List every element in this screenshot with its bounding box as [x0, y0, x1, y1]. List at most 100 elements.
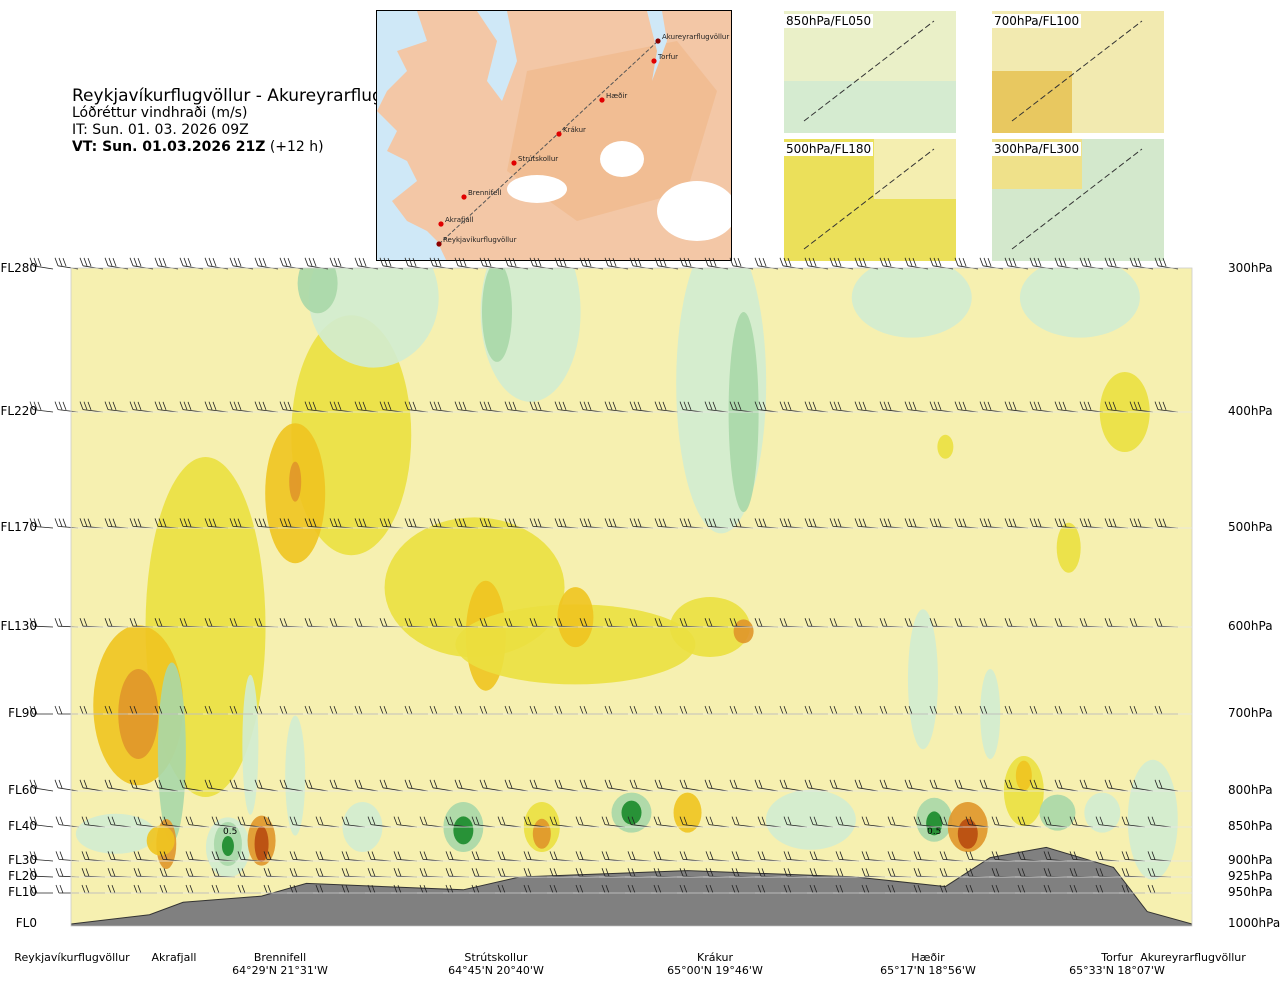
wind-barb — [479, 779, 504, 792]
wind-barb — [729, 779, 754, 792]
vertical-wind-cell — [453, 816, 474, 845]
wind-barb — [1079, 257, 1104, 270]
pressure-level-label: 800hPa — [1228, 783, 1273, 797]
land-highlands — [507, 41, 717, 221]
wind-barb — [254, 257, 279, 270]
pressure-level-label: 500hPa — [1228, 520, 1273, 534]
wind-barb — [529, 257, 554, 270]
wind-barb — [229, 779, 254, 792]
wind-barb — [404, 257, 429, 270]
wind-barb — [379, 779, 404, 792]
wind-barb — [104, 257, 129, 270]
waypoint-marker — [556, 131, 562, 137]
inset-label: 500hPa/FL180 — [784, 142, 874, 156]
vertical-wind-cell — [851, 268, 972, 338]
flight-level-label: FL30 — [8, 853, 37, 867]
location-label: Brennifell 64°29'N 21°31'W — [232, 951, 328, 977]
wind-barb — [604, 257, 629, 270]
vertical-wind-cell — [157, 662, 186, 843]
wind-barb — [429, 779, 454, 792]
route-map: Reykjavíkurflugvöllur Akrafjall Brennifell… — [376, 10, 732, 261]
vertical-wind-cell — [75, 813, 156, 854]
waypoint-marker — [438, 221, 444, 227]
vertical-wind-cell — [297, 268, 338, 314]
wind-barb — [1004, 257, 1029, 270]
wind-barb — [854, 257, 879, 270]
pressure-level-label: 600hPa — [1228, 619, 1273, 633]
flight-level-label: FL20 — [8, 869, 37, 883]
wind-barb — [279, 779, 304, 792]
pressure-level-label: 300hPa — [1228, 261, 1273, 275]
vertical-wind-cell — [621, 800, 642, 825]
wind-barb — [879, 779, 904, 792]
wind-barb — [629, 257, 654, 270]
wind-barb — [504, 401, 529, 413]
vertical-wind-cell — [557, 587, 594, 648]
wind-barb — [79, 779, 104, 792]
wind-barb — [454, 779, 479, 792]
vertical-wind-cell — [937, 434, 954, 459]
vertical-wind-cell — [146, 825, 175, 856]
wind-barb — [404, 779, 429, 792]
wind-barb — [554, 779, 579, 792]
fjord — [477, 11, 517, 101]
waypoint-marker — [655, 38, 661, 44]
wind-barb — [29, 868, 54, 878]
wind-barb — [554, 257, 579, 270]
wind-barb — [929, 779, 954, 792]
location-label: Reykjavíkurflugvöllur — [14, 951, 130, 964]
wind-barb — [1129, 779, 1154, 792]
waypoint-label: Krákur — [563, 126, 586, 134]
inset-label: 850hPa/FL050 — [784, 14, 874, 28]
wind-barb — [179, 257, 204, 270]
wind-barb — [729, 257, 754, 270]
wind-barb — [679, 779, 704, 792]
variable-label: Lóðréttur vindhraði (m/s) — [72, 105, 248, 121]
vertical-wind-cell — [308, 268, 439, 368]
wind-barb — [329, 779, 354, 792]
pressure-level-label: 700hPa — [1228, 706, 1273, 720]
vertical-wind-cell — [957, 818, 978, 849]
vertical-wind-cell — [673, 792, 702, 833]
vertical-wind-cell — [481, 268, 512, 362]
inset-300: 300hPa/FL300 — [992, 139, 1164, 261]
wind-barb — [29, 705, 53, 715]
wind-barb — [629, 779, 654, 792]
wind-barb — [279, 257, 304, 270]
wind-barb — [54, 779, 79, 792]
wind-barb — [29, 257, 54, 270]
wind-barb — [654, 518, 679, 529]
waypoint-marker — [461, 194, 467, 200]
lead-time: (+12 h) — [269, 139, 324, 155]
wind-barb — [754, 779, 779, 792]
vertical-wind-cell — [289, 461, 302, 502]
waypoint-marker — [599, 97, 605, 103]
wind-barb — [504, 779, 529, 792]
wind-barb — [1054, 779, 1079, 792]
wind-barb — [29, 851, 54, 862]
wind-barb — [129, 257, 154, 270]
wind-barb — [854, 779, 879, 792]
wind-barb — [329, 257, 354, 270]
vertical-wind-cell — [733, 619, 754, 644]
glacier — [507, 175, 567, 203]
wind-barb — [654, 779, 679, 792]
waypoint-label: Akureyrarflugvöllur — [662, 33, 729, 41]
vertical-wind-cell — [1056, 522, 1081, 573]
vertical-wind-cell — [532, 818, 551, 849]
issue-time: IT: Sun. 01. 03. 2026 09Z — [72, 122, 249, 138]
location-label: Akureyrarflugvöllur — [1140, 951, 1246, 964]
chart-title: Reykjavíkurflugvöllur - Akureyrarflugvöl… — [72, 86, 431, 106]
inset-500: 500hPa/FL180 — [784, 139, 956, 261]
pressure-level-label: 900hPa — [1228, 853, 1273, 867]
wind-barb — [1054, 401, 1079, 413]
vertical-wind-cell — [221, 836, 234, 857]
wind-barb — [254, 779, 279, 792]
wind-barb — [529, 779, 554, 792]
flight-level-label: FL0 — [15, 916, 37, 930]
wind-barb — [1129, 257, 1154, 270]
wind-barb — [79, 257, 104, 270]
flight-level-label: FL60 — [8, 783, 37, 797]
wind-barb — [604, 779, 629, 792]
